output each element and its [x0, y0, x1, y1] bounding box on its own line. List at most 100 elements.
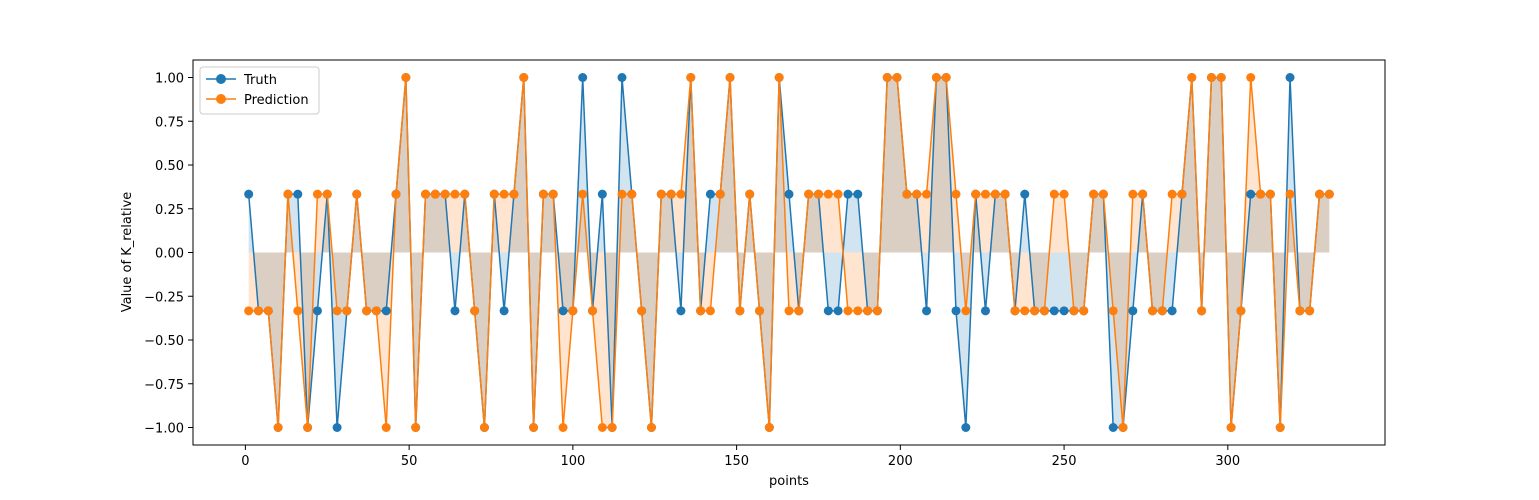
data-point-prediction: [1167, 189, 1177, 199]
data-point-prediction: [519, 73, 529, 82]
y-axis-ticks: −1.00 −0.75 −0.50 −0.25 0.00 0.25 0.50 0.75 1.00: [144, 72, 193, 437]
y-tick-label: 0.75: [155, 115, 184, 130]
data-point-prediction: [980, 189, 990, 199]
data-point-truth: [558, 306, 568, 316]
data-point-prediction: [1020, 306, 1030, 316]
data-point-truth: [1049, 306, 1059, 316]
data-point-prediction: [646, 423, 656, 432]
data-point-prediction: [902, 189, 912, 199]
x-tick-label: 250: [1052, 454, 1077, 469]
data-point-prediction: [283, 189, 293, 199]
data-point-prediction: [656, 189, 666, 199]
data-point-truth: [1285, 73, 1295, 82]
data-point-prediction: [1059, 189, 1069, 199]
y-tick-label: −0.25: [144, 290, 184, 305]
data-point-prediction: [941, 73, 951, 82]
data-point-prediction: [352, 189, 362, 199]
data-point-prediction: [293, 306, 303, 316]
data-point-prediction: [401, 73, 411, 82]
data-point-truth: [293, 189, 303, 199]
legend: Truth Prediction: [199, 66, 320, 115]
legend-swatch-truth-marker: [216, 74, 226, 84]
data-point-prediction: [725, 73, 735, 82]
y-tick-label: −0.75: [144, 378, 184, 393]
data-point-prediction: [686, 73, 696, 82]
data-point-prediction: [794, 306, 804, 316]
data-point-truth: [843, 189, 853, 199]
data-point-prediction: [509, 189, 519, 199]
fill-area-truth: [248, 77, 1330, 428]
data-point-truth: [676, 306, 686, 316]
data-point-prediction: [813, 189, 823, 199]
data-point-prediction: [244, 306, 254, 316]
data-point-prediction: [470, 306, 480, 316]
fill-area-prediction: [248, 77, 1330, 428]
data-point-prediction: [588, 306, 598, 316]
data-point-truth: [1108, 423, 1118, 432]
data-point-prediction: [1315, 189, 1325, 199]
y-tick-label: 0.25: [155, 203, 184, 218]
data-point-prediction: [1128, 189, 1138, 199]
data-point-prediction: [1206, 73, 1216, 82]
data-point-prediction: [1030, 306, 1040, 316]
data-point-prediction: [951, 189, 961, 199]
data-point-prediction: [882, 73, 892, 82]
data-point-prediction: [529, 423, 539, 432]
data-point-prediction: [804, 189, 814, 199]
data-point-prediction: [1256, 189, 1266, 199]
data-point-prediction: [1147, 306, 1157, 316]
data-point-prediction: [381, 423, 391, 432]
data-point-prediction: [597, 423, 607, 432]
data-point-truth: [961, 423, 971, 432]
data-point-prediction: [322, 189, 332, 199]
data-point-prediction: [1138, 189, 1148, 199]
data-point-prediction: [558, 423, 568, 432]
data-point-truth: [617, 73, 627, 82]
data-point-prediction: [607, 423, 617, 432]
data-point-truth: [597, 189, 607, 199]
data-point-prediction: [479, 423, 489, 432]
data-point-truth: [450, 306, 460, 316]
data-point-truth: [951, 306, 961, 316]
data-point-prediction: [872, 306, 882, 316]
data-point-prediction: [538, 189, 548, 199]
x-tick-label: 150: [724, 454, 749, 469]
data-point-prediction: [764, 423, 774, 432]
data-point-prediction: [578, 189, 588, 199]
data-point-prediction: [1265, 189, 1275, 199]
data-point-prediction: [1324, 189, 1334, 199]
data-point-prediction: [1285, 189, 1295, 199]
data-point-prediction: [411, 423, 421, 432]
data-point-prediction: [1089, 189, 1099, 199]
data-point-truth: [833, 306, 843, 316]
data-point-prediction: [1000, 189, 1010, 199]
data-point-truth: [823, 306, 833, 316]
area-fills: [248, 77, 1330, 428]
data-point-prediction: [1098, 189, 1108, 199]
y-tick-label: −1.00: [144, 422, 184, 437]
y-tick-label: 0.00: [155, 247, 184, 262]
data-point-prediction: [1216, 73, 1226, 82]
data-point-prediction: [303, 423, 313, 432]
data-point-prediction: [774, 73, 784, 82]
data-point-prediction: [1069, 306, 1079, 316]
data-point-truth: [578, 73, 588, 82]
data-point-prediction: [263, 306, 273, 316]
data-point-prediction: [421, 189, 431, 199]
x-tick-label: 100: [560, 454, 585, 469]
data-point-truth: [1059, 306, 1069, 316]
data-point-prediction: [637, 306, 647, 316]
data-point-prediction: [1039, 306, 1049, 316]
y-tick-label: 0.50: [155, 159, 184, 174]
data-point-prediction: [823, 189, 833, 199]
data-point-truth: [705, 189, 715, 199]
y-tick-label: 1.00: [155, 72, 184, 87]
data-point-prediction: [784, 306, 794, 316]
data-point-prediction: [391, 189, 401, 199]
data-point-prediction: [1275, 423, 1285, 432]
data-point-prediction: [745, 189, 755, 199]
data-point-prediction: [332, 306, 342, 316]
data-point-prediction: [755, 306, 765, 316]
data-point-prediction: [715, 189, 725, 199]
